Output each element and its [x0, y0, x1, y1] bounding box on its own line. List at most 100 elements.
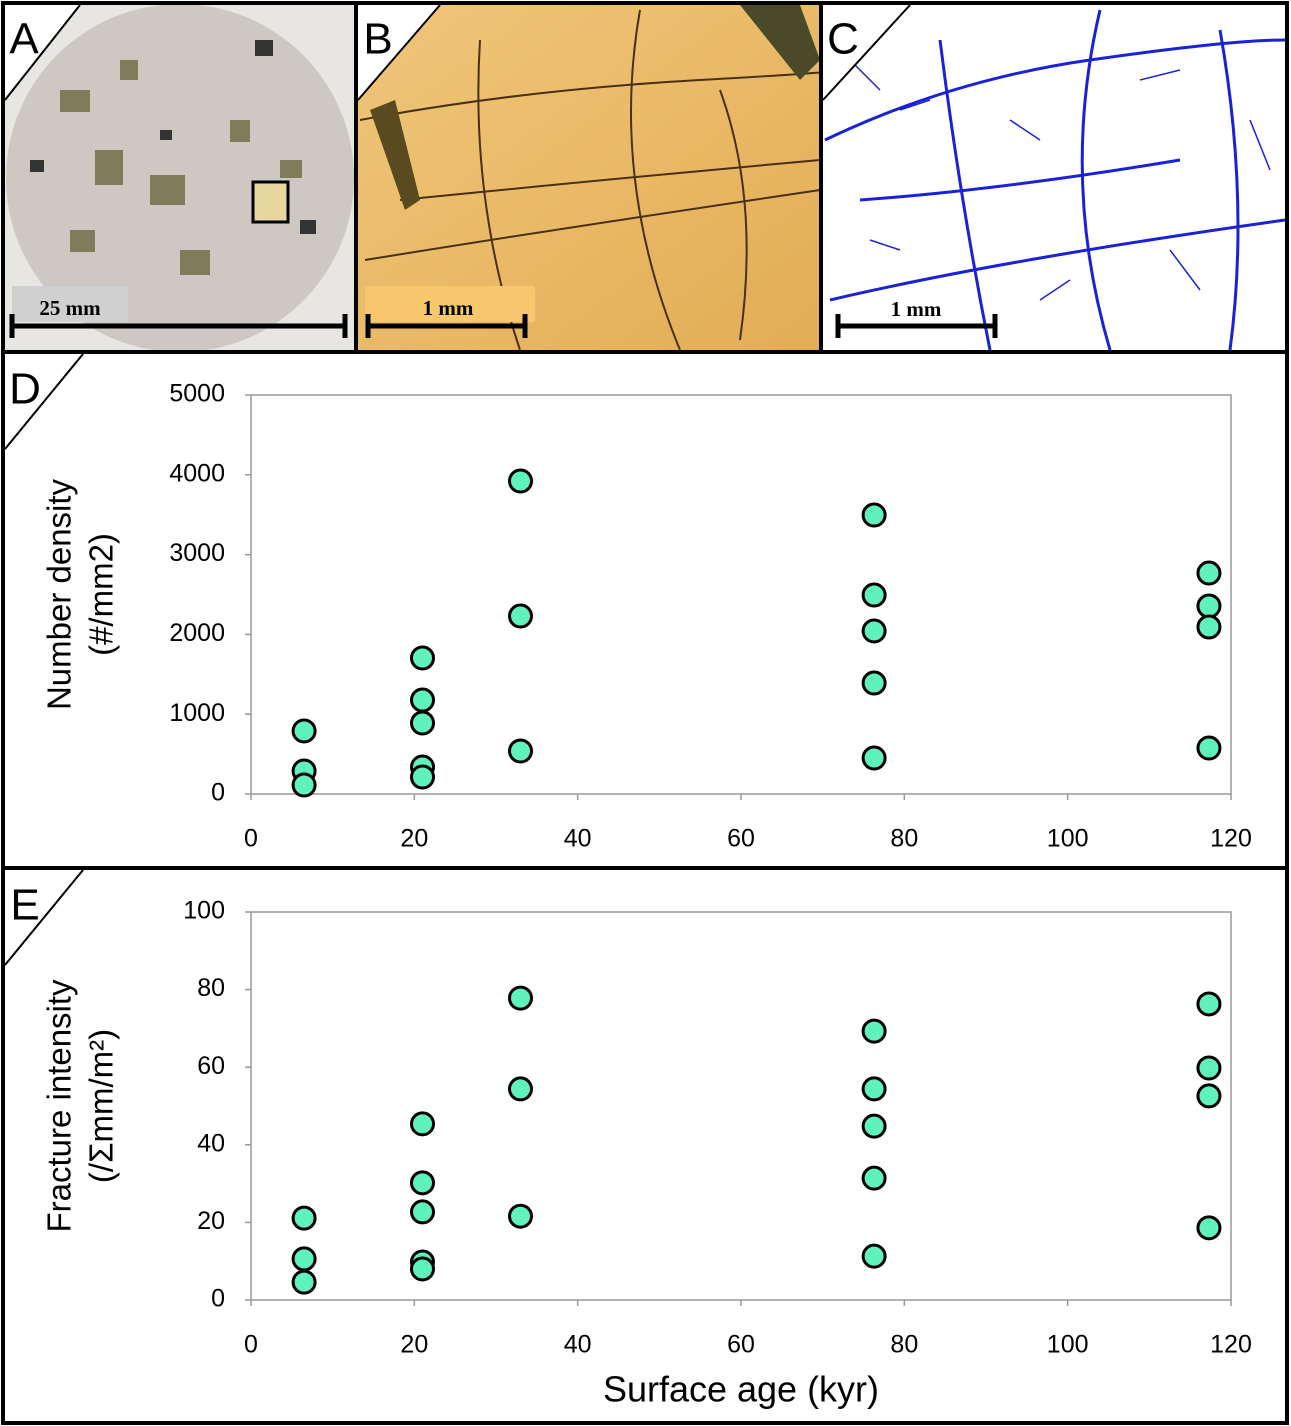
point: [861, 582, 887, 608]
point: [861, 618, 887, 644]
y-tick-label: 5000: [169, 380, 225, 408]
x-tick-label: 60: [727, 825, 755, 853]
point: [508, 738, 533, 764]
scale-label: 25 mm: [39, 296, 101, 320]
x-tick-label: 100: [1047, 825, 1089, 853]
y-tick-label: 3000: [169, 539, 225, 567]
x-tick-label: 0: [244, 825, 258, 853]
x-tick-label: 80: [890, 825, 918, 853]
x-axis-label: Surface age (kyr): [603, 1369, 879, 1410]
corner-c: C: [822, 4, 911, 101]
point: [1196, 1215, 1222, 1241]
scale-bg: [365, 286, 535, 322]
point: [861, 1165, 887, 1191]
point: [410, 710, 435, 736]
point: [1196, 560, 1222, 586]
chart-panel: 0 1000 2000 3000 4000 5000 0 20 40 60 80 100 120 Numb…: [1, 350, 1289, 870]
point: [1196, 1083, 1222, 1109]
x-tick-label: 40: [564, 825, 592, 853]
point: [508, 1076, 533, 1102]
x-tick-label: 60: [727, 1331, 755, 1359]
y-tick-label: 2000: [169, 619, 225, 647]
y-tick-label: 0: [211, 779, 225, 807]
panel-border: [1, 866, 1289, 1425]
scale-label: 1 mm: [891, 297, 942, 321]
y-tick-label: 0: [211, 1285, 225, 1313]
plot-area: [250, 911, 1232, 1301]
x-tick-label: 40: [564, 1331, 592, 1359]
panel-letter: C: [827, 15, 859, 64]
dark-grain: [740, 5, 820, 80]
y-axis-label: Number density: [41, 478, 78, 710]
point: [1196, 991, 1222, 1017]
corner-b: B: [357, 4, 441, 101]
y-tick-label: 40: [197, 1129, 225, 1157]
panel-letter: B: [363, 15, 392, 64]
panel-letter: E: [10, 881, 39, 930]
point: [410, 764, 435, 790]
inset-box: [251, 180, 290, 224]
y-tick-label: 1000: [169, 699, 225, 727]
scale-bg: [12, 286, 128, 322]
point: [410, 1111, 435, 1137]
panel-letter: D: [9, 365, 41, 414]
point: [1196, 614, 1222, 640]
traced-fractures: [824, 9, 1285, 350]
point: [291, 718, 317, 744]
y-axis-label: (#/mm2): [83, 533, 120, 656]
dark-grain: [370, 100, 420, 210]
corner-line: [4, 869, 84, 966]
point: [861, 502, 887, 528]
point: [508, 603, 533, 629]
minerals: [60, 60, 302, 275]
panel-letter: A: [9, 15, 39, 64]
scale-bar: [365, 314, 528, 338]
point: [410, 645, 435, 671]
point: [508, 985, 533, 1011]
y-axis-label: Fracture intensity: [41, 979, 78, 1233]
point: [291, 1246, 317, 1272]
x-tick-label: 80: [890, 1331, 918, 1359]
scale-bar: [9, 314, 348, 338]
point: [861, 1076, 887, 1102]
opaque-grains: [30, 40, 316, 234]
panel-b: 1 mm: [358, 5, 821, 350]
point: [861, 1018, 887, 1044]
point: [291, 1205, 317, 1231]
point: [861, 1243, 887, 1269]
point: [291, 1269, 317, 1295]
y-tick-label: 4000: [169, 459, 225, 487]
y-tick-label: 20: [197, 1207, 225, 1235]
x-tick-label: 0: [244, 1331, 258, 1359]
point: [1196, 735, 1222, 761]
chart-panel: 0 20 40 60 80 100 0 20 40 60 80 100 120 Fracture inte…: [1, 866, 1289, 1425]
corner-line: [4, 353, 84, 450]
point: [861, 670, 887, 696]
x-tick-label: 120: [1210, 1331, 1252, 1359]
corner-a: A: [4, 4, 81, 101]
point: [291, 772, 317, 798]
panel-a: 25 mm: [5, 4, 356, 352]
point: [508, 1203, 533, 1229]
point: [1196, 1055, 1222, 1081]
point: [508, 468, 533, 494]
y-tick-label: 100: [183, 897, 225, 925]
panel-divider: [354, 3, 823, 352]
point: [410, 1199, 435, 1225]
point: [861, 745, 887, 771]
panel-c-bg: [823, 5, 1285, 350]
scale-label: 1 mm: [423, 296, 474, 320]
plot-area: [250, 394, 1232, 795]
point: [410, 687, 435, 713]
minor-fractures: [849, 59, 1271, 301]
x-tick-label: 20: [400, 825, 428, 853]
point: [410, 1170, 435, 1196]
scale-bar: [835, 314, 998, 338]
y-tick-label: 60: [197, 1052, 225, 1080]
point: [1196, 593, 1222, 619]
point: [410, 1256, 435, 1282]
panel-c: 1 mm: [823, 5, 1285, 350]
x-tick-label: 120: [1210, 825, 1252, 853]
x-tick-label: 20: [400, 1331, 428, 1359]
panel-border: [1, 350, 1289, 870]
